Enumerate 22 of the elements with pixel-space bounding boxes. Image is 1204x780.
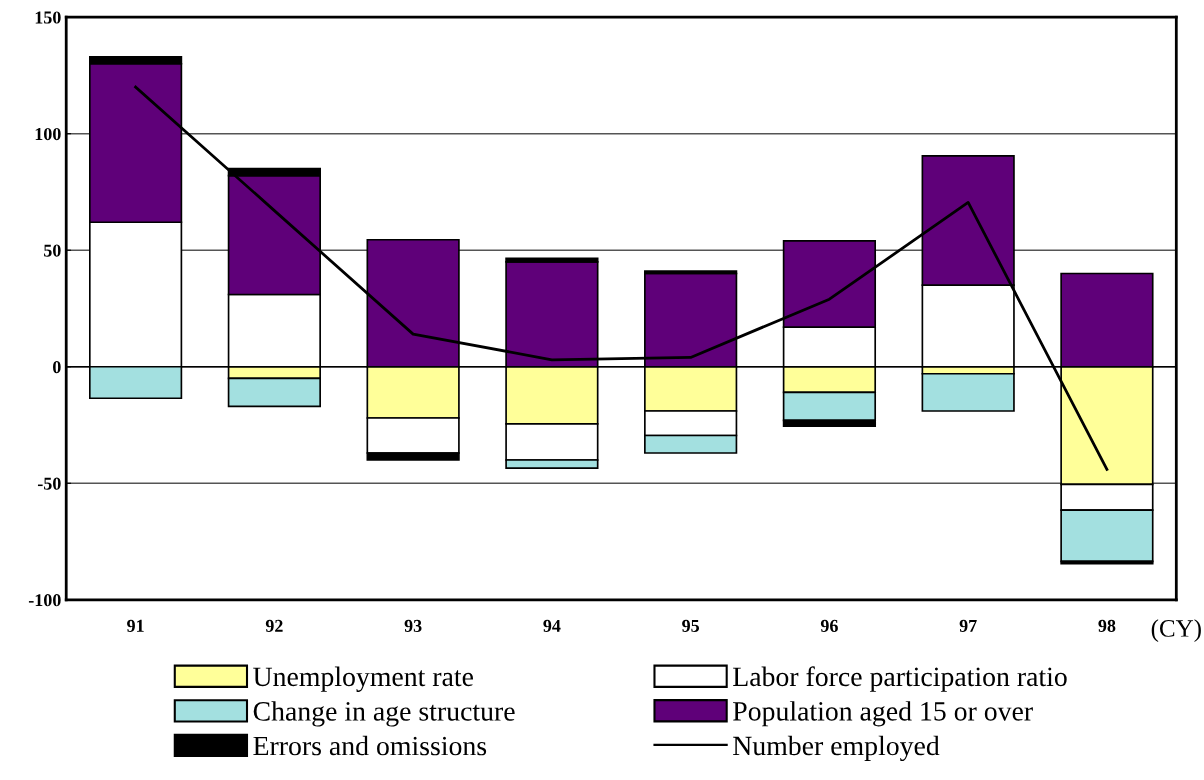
x-tick-label: 94 [543,619,561,632]
legend-label: Unemployment rate [253,666,473,692]
y-tick-label: 0 [53,361,61,374]
legend-label: Errors and omissions [253,735,487,756]
x-tick-label: 96 [820,619,838,632]
x-tick-label: 92 [265,619,283,632]
y-tick-label: 50 [44,244,61,257]
y-tick-label: -50 [37,477,61,490]
x-tick-label: 98 [1098,619,1116,632]
y-tick-label: -100 [28,594,61,607]
text: (CY) [1151,619,1201,642]
legend-label: Change in age structure [253,701,515,727]
legend-label: Population aged 15 or over [733,701,1033,727]
x-tick-label: 95 [682,619,700,632]
x-tick-label: 91 [127,619,144,632]
x-tick-label: 93 [404,619,422,632]
legend-label: Number employed [733,735,940,762]
bar [921,372,1015,412]
y-tick-label: 150 [35,11,61,24]
y-tick-label: 100 [35,127,61,141]
x-tick-label: 97 [959,619,977,632]
legend-label: Labor force participation ratio [733,666,1067,692]
